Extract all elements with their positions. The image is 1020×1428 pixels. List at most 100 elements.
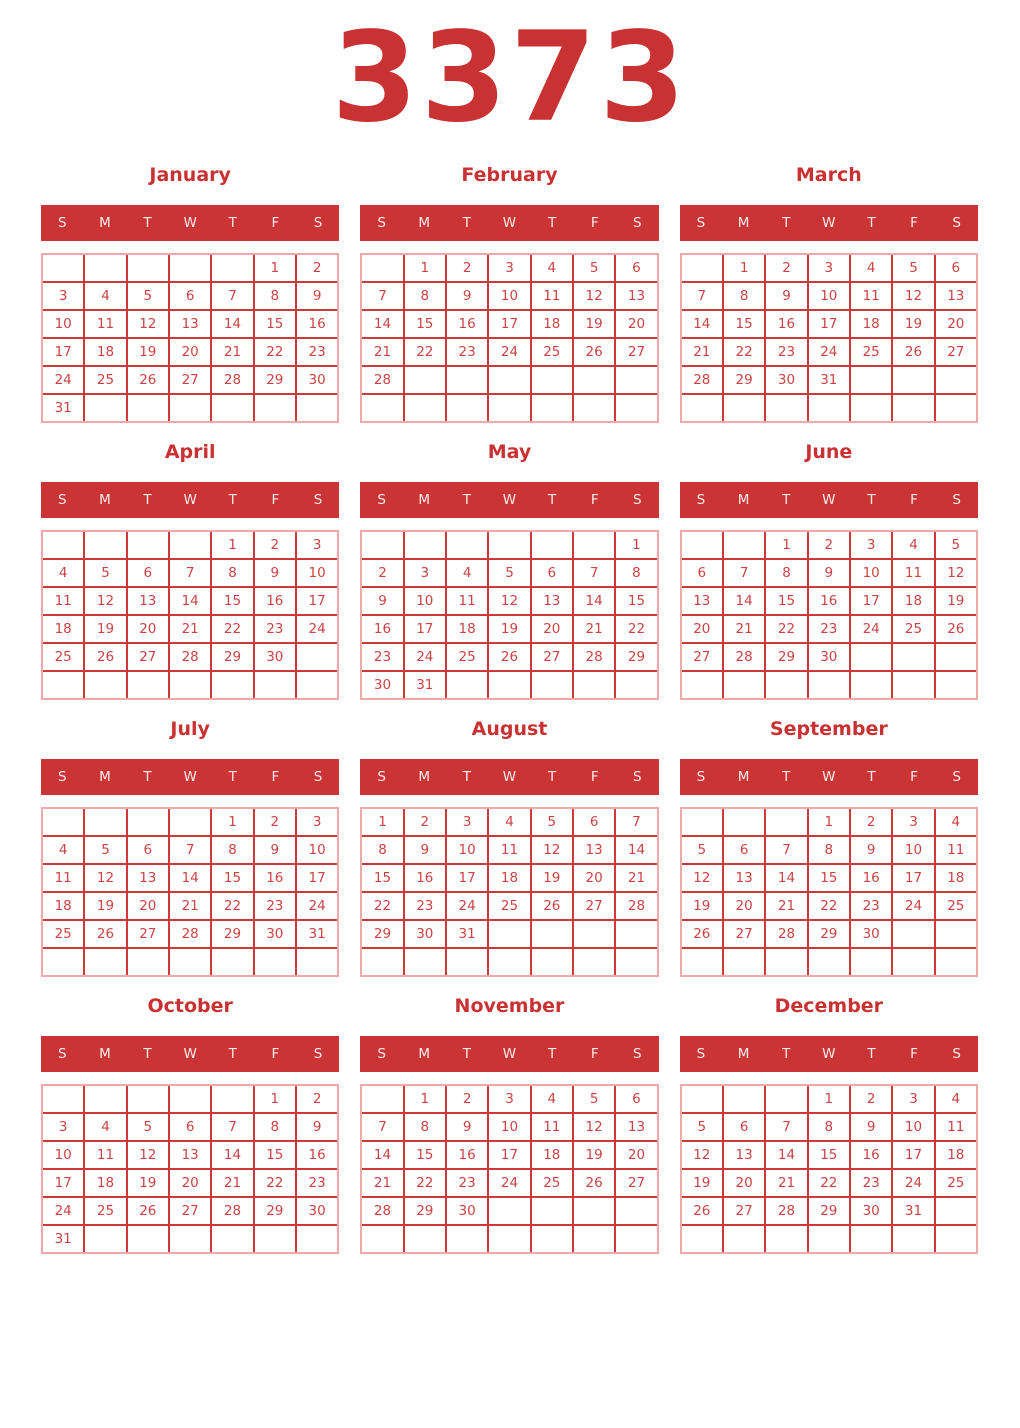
day-cell: 18 — [935, 865, 976, 891]
weekday-label: W — [183, 1046, 197, 1062]
day-cell: 28 — [362, 367, 403, 393]
empty-day-cell — [446, 532, 488, 558]
weekday-label: T — [228, 769, 237, 785]
day-cell: 2 — [296, 1086, 338, 1112]
weekday-label: S — [58, 769, 67, 785]
day-cell: 17 — [446, 865, 488, 891]
day-cell: 23 — [766, 339, 807, 365]
empty-day-cell — [766, 395, 807, 421]
day-cell: 8 — [723, 283, 765, 309]
page-header: 3373 — [0, 16, 1020, 140]
day-cell: 12 — [85, 588, 126, 614]
day-cell: 30 — [766, 367, 807, 393]
empty-day-cell — [616, 672, 657, 698]
day-cell: 7 — [573, 560, 615, 586]
day-cell: 21 — [362, 339, 403, 365]
day-cell: 13 — [723, 1142, 765, 1168]
day-cell: 26 — [893, 339, 934, 365]
empty-day-cell — [169, 672, 211, 698]
weekday-label: T — [462, 215, 471, 231]
day-cell: 26 — [489, 644, 530, 670]
day-cell: 15 — [212, 865, 253, 891]
day-cell: 20 — [681, 616, 722, 642]
day-cell: 29 — [212, 644, 253, 670]
day-cell: 5 — [893, 255, 934, 281]
empty-day-cell — [43, 255, 84, 281]
day-cell: 30 — [362, 672, 403, 698]
day-cell: 11 — [85, 311, 126, 337]
day-cell: 28 — [681, 367, 722, 393]
empty-day-cell — [573, 672, 615, 698]
weekday-label: W — [822, 769, 836, 785]
day-cell: 8 — [254, 283, 295, 309]
weekday-label: F — [271, 1046, 280, 1062]
weekday-label: M — [418, 769, 431, 785]
day-cell: 20 — [127, 616, 168, 642]
day-cell: 6 — [723, 837, 765, 863]
weekday-label: S — [377, 769, 386, 785]
day-cell: 29 — [362, 921, 403, 947]
empty-day-cell — [893, 949, 934, 975]
empty-day-cell — [489, 921, 530, 947]
day-cell: 2 — [850, 1086, 892, 1112]
empty-day-cell — [446, 949, 488, 975]
day-cell: 15 — [404, 311, 445, 337]
day-cell: 3 — [296, 809, 338, 835]
empty-day-cell — [404, 532, 445, 558]
weekday-label: S — [696, 769, 706, 785]
weekday-label: T — [867, 215, 876, 231]
weekday-label: T — [143, 492, 152, 508]
day-cell: 22 — [404, 339, 445, 365]
day-cell: 27 — [616, 339, 657, 365]
empty-day-cell — [681, 809, 722, 835]
day-cell: 12 — [573, 283, 615, 309]
empty-day-cell — [254, 949, 295, 975]
day-cell: 20 — [723, 1170, 765, 1196]
empty-day-cell — [127, 672, 168, 698]
empty-day-cell — [446, 395, 488, 421]
empty-day-cell — [362, 1086, 403, 1112]
empty-day-cell — [723, 1086, 765, 1112]
weekday-label: M — [737, 492, 750, 508]
weekday-label: S — [58, 215, 67, 231]
day-cell: 7 — [362, 283, 403, 309]
day-cell: 25 — [935, 1170, 976, 1196]
month-title: March — [795, 164, 862, 186]
day-cell: 14 — [681, 311, 722, 337]
day-cell: 26 — [127, 367, 168, 393]
day-cell: 13 — [573, 837, 615, 863]
empty-day-cell — [531, 672, 572, 698]
day-cell: 26 — [531, 893, 572, 919]
empty-day-cell — [43, 949, 84, 975]
weekday-label: S — [313, 1046, 323, 1062]
month-title: October — [147, 995, 233, 1017]
empty-day-cell — [573, 1226, 615, 1252]
day-cell: 8 — [808, 837, 849, 863]
day-cell: 30 — [808, 644, 849, 670]
day-cell: 22 — [212, 616, 253, 642]
day-cell: 22 — [404, 1170, 445, 1196]
month-title: February — [461, 164, 558, 186]
day-cell: 1 — [808, 1086, 849, 1112]
day-cell: 29 — [212, 921, 253, 947]
empty-day-cell — [723, 532, 765, 558]
empty-day-cell — [723, 395, 765, 421]
empty-day-cell — [893, 921, 934, 947]
day-cell: 6 — [616, 255, 657, 281]
day-cell: 17 — [850, 588, 892, 614]
empty-day-cell — [169, 809, 211, 835]
day-cell: 7 — [212, 283, 253, 309]
day-cell: 26 — [935, 616, 976, 642]
day-cell: 25 — [893, 616, 934, 642]
day-cell: 30 — [446, 1198, 488, 1224]
day-cell: 24 — [850, 616, 892, 642]
day-cell: 23 — [404, 893, 445, 919]
day-cell: 30 — [404, 921, 445, 947]
day-cell: 26 — [573, 339, 615, 365]
weekday-label: M — [737, 215, 750, 231]
day-cell: 4 — [531, 255, 572, 281]
empty-day-cell — [169, 949, 211, 975]
day-cell: 16 — [850, 1142, 892, 1168]
